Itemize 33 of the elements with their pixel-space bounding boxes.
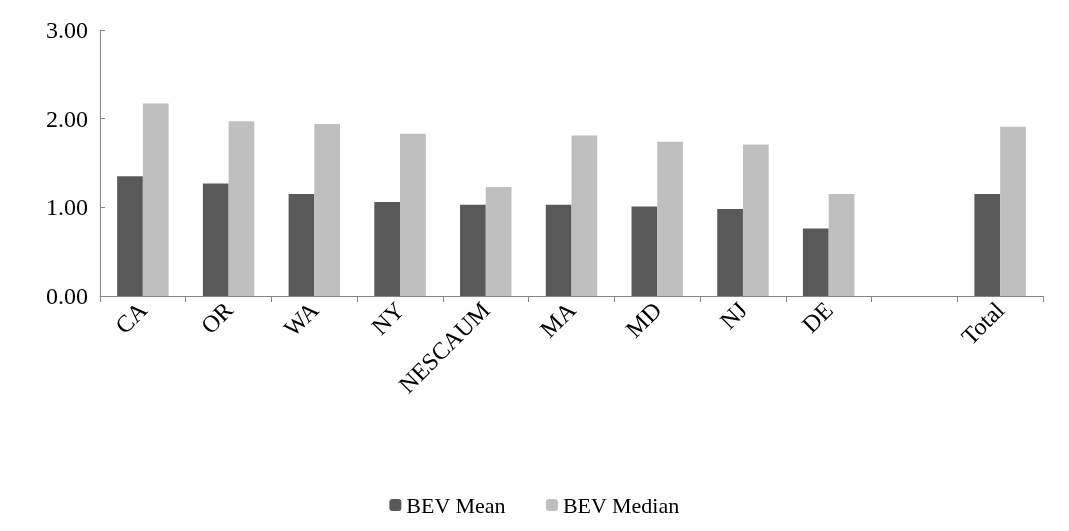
bar — [1000, 126, 1026, 296]
bar — [717, 209, 743, 296]
x-tick-label: MD — [620, 296, 667, 343]
x-tick-label: CA — [110, 296, 153, 339]
bar — [228, 121, 255, 296]
bar — [288, 194, 315, 296]
x-tick-label: NJ — [714, 296, 753, 335]
bar — [974, 194, 1001, 296]
bar — [742, 144, 769, 296]
bar — [485, 186, 512, 296]
bar — [828, 194, 855, 296]
x-tick-label: OR — [195, 296, 238, 339]
bar — [631, 206, 658, 296]
y-tick-label: 2.00 — [46, 105, 88, 132]
x-tick-label: MA — [534, 296, 582, 343]
y-tick-label: 0.00 — [46, 283, 88, 309]
legend-label: BEV Mean — [406, 492, 506, 518]
bar — [657, 141, 683, 296]
bar — [374, 202, 401, 296]
bar — [142, 103, 169, 296]
bar — [117, 176, 143, 296]
y-tick-label: 3.00 — [46, 17, 88, 43]
y-tick-label: 1.00 — [46, 194, 88, 221]
bar — [400, 133, 426, 296]
x-tick-label: DE — [796, 296, 838, 338]
legend-label: BEV Median — [562, 492, 680, 518]
bar — [545, 204, 572, 296]
bar — [202, 183, 229, 296]
bar — [571, 135, 598, 296]
bar — [460, 204, 486, 296]
x-tick-label: WA — [278, 296, 324, 342]
bar — [314, 123, 341, 296]
bar — [802, 228, 829, 296]
